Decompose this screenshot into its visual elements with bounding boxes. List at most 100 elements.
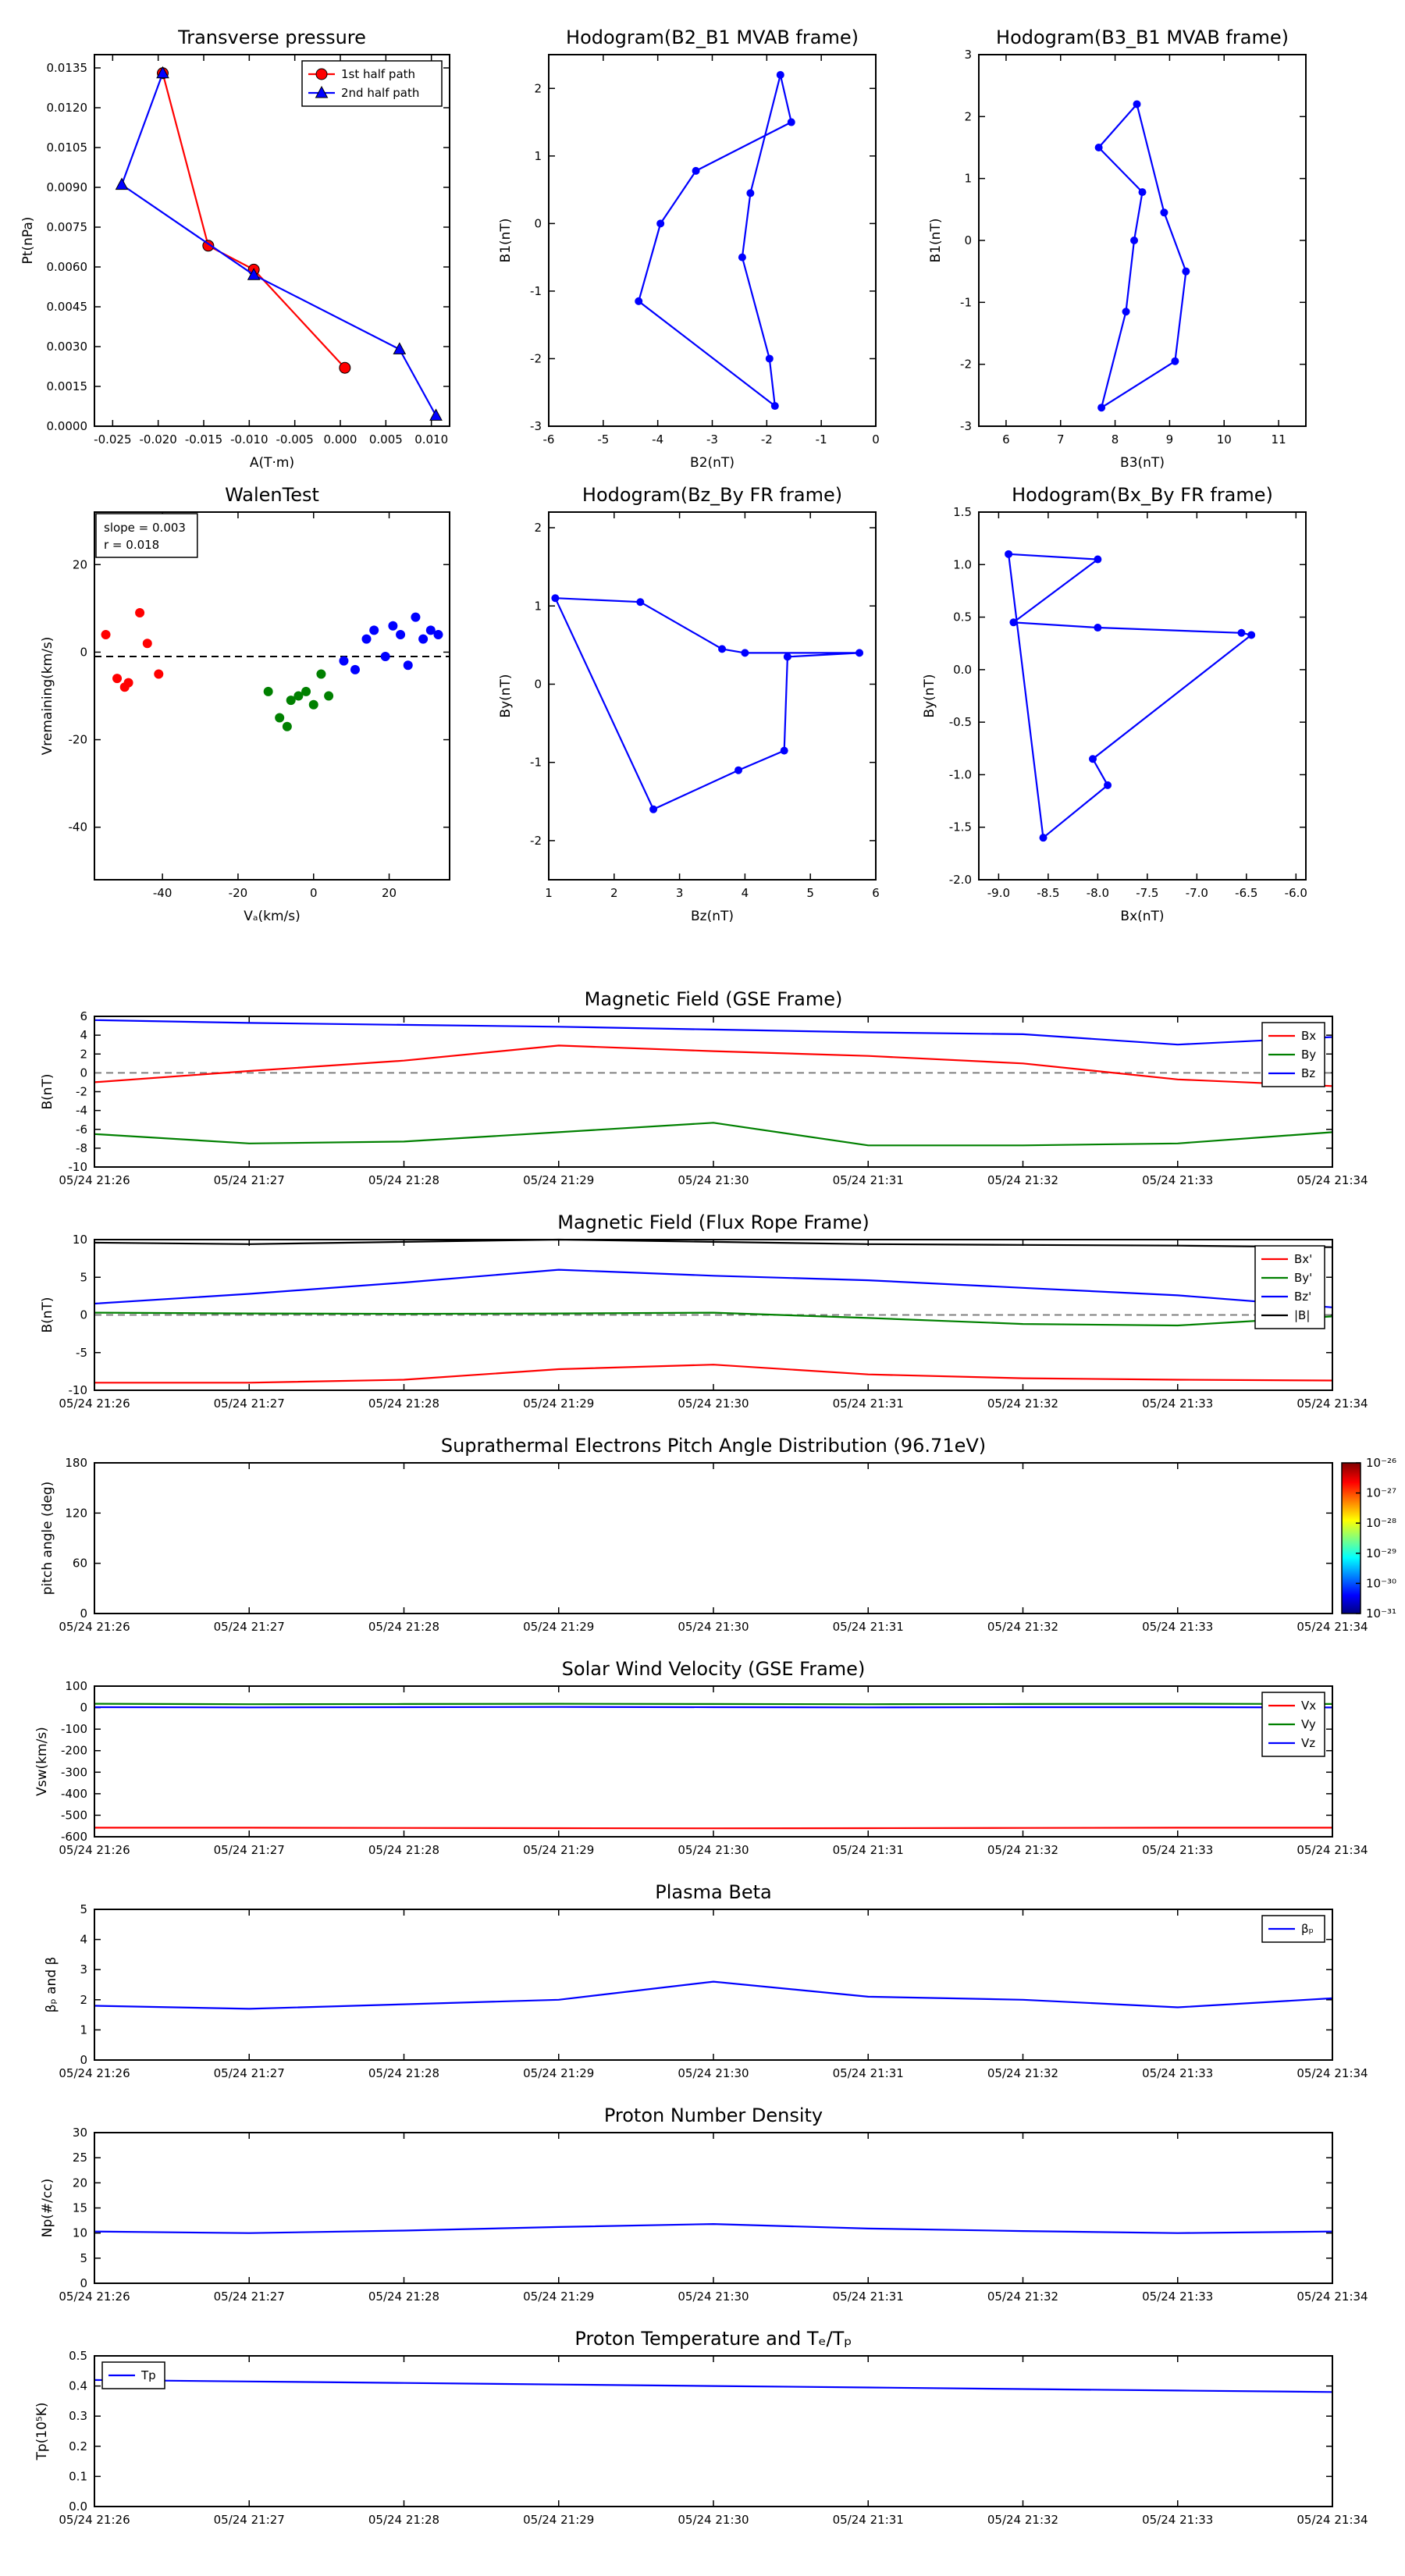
svg-text:0.0060: 0.0060 [47,260,88,274]
chart-walen-test: -40 -20 0 20 -40 -20 0 20 WalenTest Vₐ(km/s) Vrema… [40,484,450,924]
svg-text:05/24 21:31: 05/24 21:31 [833,2290,904,2304]
svg-text:10: 10 [73,2226,87,2240]
svg-text:-8: -8 [76,1141,87,1155]
svg-text:05/24 21:32: 05/24 21:32 [987,1397,1058,1411]
svg-text:-1.5: -1.5 [949,820,972,834]
svg-text:0.0105: 0.0105 [47,141,88,155]
svg-text:-3: -3 [960,419,972,433]
svg-text:-1: -1 [960,295,972,309]
svg-text:-0.025: -0.025 [94,432,131,447]
svg-text:10⁻³⁰: 10⁻³⁰ [1366,1576,1396,1590]
svg-text:Hodogram(Bx_By FR frame): Hodogram(Bx_By FR frame) [1012,484,1273,506]
svg-text:6: 6 [80,1009,87,1023]
svg-text:05/24 21:32: 05/24 21:32 [987,2513,1058,2527]
svg-text:10⁻²⁸: 10⁻²⁸ [1366,1516,1396,1530]
svg-text:Plasma Beta: Plasma Beta [655,1881,771,1903]
svg-text:120: 120 [65,1506,87,1520]
svg-text:05/24 21:30: 05/24 21:30 [678,2290,749,2304]
svg-text:By: By [1301,1048,1316,1062]
svg-text:05/24 21:34: 05/24 21:34 [1297,1843,1368,1857]
svg-text:5: 5 [806,886,814,900]
svg-text:-2: -2 [530,351,542,365]
svg-text:05/24 21:31: 05/24 21:31 [833,1397,904,1411]
svg-text:B(nT): B(nT) [40,1297,55,1332]
svg-text:-400: -400 [61,1787,87,1801]
svg-text:1: 1 [80,2023,87,2037]
panel-electron-pitch-angle: 05/24 21:26 05/24 21:27 05/24 21:28 05/24 2… [40,1435,1396,1634]
svg-text:05/24 21:26: 05/24 21:26 [59,2290,130,2304]
svg-text:05/24 21:27: 05/24 21:27 [214,2066,285,2080]
svg-text:-0.020: -0.020 [139,432,176,447]
svg-text:9: 9 [1166,432,1174,447]
svg-text:10⁻²⁹: 10⁻²⁹ [1366,1546,1396,1560]
svg-text:0.0120: 0.0120 [47,101,88,115]
svg-text:Hodogram(B2_B1 MVAB frame): Hodogram(B2_B1 MVAB frame) [566,27,859,48]
svg-text:slope = 0.003: slope = 0.003 [104,521,186,535]
svg-text:0.0030: 0.0030 [47,340,88,354]
svg-text:0.0075: 0.0075 [47,220,88,234]
svg-text:2: 2 [534,521,542,535]
svg-text:Np(#/cc): Np(#/cc) [40,2179,55,2237]
svg-text:0.0000: 0.0000 [47,419,88,433]
svg-text:8: 8 [1112,432,1119,447]
svg-text:05/24 21:26: 05/24 21:26 [59,1843,130,1857]
svg-text:0: 0 [80,1308,87,1322]
svg-text:Transverse pressure: Transverse pressure [177,27,366,48]
svg-text:0.000: 0.000 [324,432,357,447]
svg-text:2: 2 [534,81,542,95]
svg-text:Suprathermal Electrons Pitch A: Suprathermal Electrons Pitch Angle Distr… [441,1435,986,1457]
svg-text:05/24 21:30: 05/24 21:30 [678,1173,749,1187]
svg-text:-3: -3 [706,432,718,447]
svg-text:10: 10 [1217,432,1232,447]
svg-text:Hodogram(B3_B1 MVAB frame): Hodogram(B3_B1 MVAB frame) [996,27,1289,48]
svg-text:B3(nT): B3(nT) [1120,455,1165,471]
svg-text:Solar Wind Velocity (GSE Frame: Solar Wind Velocity (GSE Frame) [562,1658,866,1680]
svg-text:05/24 21:26: 05/24 21:26 [59,1397,130,1411]
svg-text:-4: -4 [652,432,663,447]
svg-text:4: 4 [742,886,749,900]
svg-text:Bx(nT): Bx(nT) [1120,909,1164,924]
svg-text:0.0135: 0.0135 [47,61,88,75]
svg-text:-0.010: -0.010 [230,432,268,447]
svg-text:0.0: 0.0 [69,2500,87,2514]
svg-text:05/24 21:32: 05/24 21:32 [987,2066,1058,2080]
svg-text:0.0015: 0.0015 [47,379,88,393]
svg-text:10⁻²⁷: 10⁻²⁷ [1366,1486,1396,1500]
svg-text:Tp: Tp [140,2368,156,2382]
svg-text:25: 25 [73,2151,87,2165]
svg-text:1: 1 [545,886,553,900]
svg-text:-300: -300 [61,1765,87,1779]
svg-text:05/24 21:32: 05/24 21:32 [987,1173,1058,1187]
svg-text:|B|: |B| [1294,1308,1310,1322]
panel-magnetic-field-flux-rope: 05/24 21:26 05/24 21:27 05/24 21:28 05/24 2… [40,1212,1368,1411]
svg-text:2: 2 [610,886,618,900]
svg-text:0: 0 [964,233,972,247]
svg-text:05/24 21:29: 05/24 21:29 [523,1620,594,1634]
svg-text:βₚ: βₚ [1301,1922,1314,1936]
svg-text:-2: -2 [960,358,972,372]
svg-text:-2.0: -2.0 [949,873,972,887]
svg-text:0: 0 [80,2053,87,2067]
svg-text:1st half path: 1st half path [341,67,415,81]
svg-text:05/24 21:31: 05/24 21:31 [833,1173,904,1187]
svg-text:20: 20 [73,2176,87,2190]
svg-text:-3: -3 [530,419,542,433]
svg-text:2nd half path: 2nd half path [341,86,419,100]
panel-magnetic-field-gse: 05/24 21:26 05/24 21:27 05/24 21:28 05/24 2… [40,988,1368,1187]
svg-text:-7.0: -7.0 [1186,886,1208,900]
svg-text:1.0: 1.0 [953,557,972,571]
svg-text:05/24 21:26: 05/24 21:26 [59,1173,130,1187]
svg-text:5: 5 [80,2251,87,2265]
svg-text:05/24 21:28: 05/24 21:28 [368,2290,439,2304]
svg-text:05/24 21:33: 05/24 21:33 [1142,2290,1213,2304]
svg-text:0.5: 0.5 [953,610,972,624]
svg-text:11: 11 [1272,432,1286,447]
svg-text:0: 0 [80,2276,87,2290]
svg-text:05/24 21:29: 05/24 21:29 [523,2290,594,2304]
svg-text:-0.015: -0.015 [185,432,222,447]
svg-text:-20: -20 [69,733,88,747]
svg-text:Bz': Bz' [1294,1290,1311,1304]
svg-text:-1: -1 [816,432,827,447]
svg-text:05/24 21:33: 05/24 21:33 [1142,2066,1213,2080]
